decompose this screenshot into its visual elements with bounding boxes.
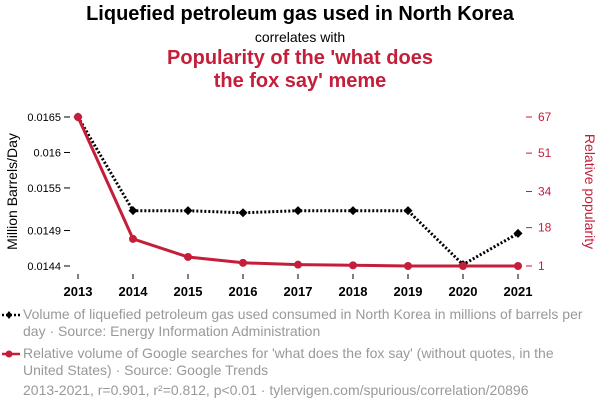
data-point-fox [129,234,137,243]
y-right-tick-label: 1 [538,259,545,273]
y-right-tick-label: 18 [538,221,552,235]
legend-item-fox: Relative volume of Google searches for '… [23,345,583,379]
x-tick-label: 2014 [119,284,149,299]
y-left-tick-label: 0.0155 [27,183,61,195]
data-point-fox [239,258,247,267]
data-point-fox [74,113,82,121]
x-tick-label: 2016 [229,284,258,299]
x-tick-label: 2013 [64,284,93,299]
y-right-tick-label: 34 [538,185,552,199]
series-line-fox [76,116,518,268]
data-point-lpg [293,206,303,216]
legend-diamond-icon [6,311,12,319]
y-left-tick-label: 0.0144 [27,261,61,273]
legend-text-lpg: Volume of liquefied petroleum gas used c… [23,306,583,339]
y-right-tick-label: 51 [538,146,552,160]
y-axis-label-left: Million Barrels/Day [4,133,20,250]
y-right-tick-label: 67 [538,110,552,124]
x-tick-label: 2018 [339,284,368,299]
x-tick-label: 2019 [394,284,423,299]
x-tick-label: 2015 [174,284,203,299]
legend-text-fox: Relative volume of Google searches for '… [23,345,554,378]
data-point-lpg [238,208,248,218]
data-point-lpg [128,206,138,216]
x-tick-label: 2017 [284,284,313,299]
x-tick-label: 2020 [449,284,478,299]
data-point-fox [404,262,412,270]
data-point-fox [184,252,192,261]
legend-markers [2,311,20,358]
data-point-fox [459,262,467,270]
data-point-fox [294,260,302,269]
chart-title-secondary: Popularity of the 'what does the fox say… [167,47,433,92]
chart-title-connector: correlates with [254,29,346,45]
y-left-tick-label: 0.0165 [27,112,61,124]
y-left-tick-label: 0.0149 [27,226,61,238]
x-tick-label: 2021 [504,284,533,299]
chart-title-primary: Liquefied petroleum gas used in North Ko… [86,3,514,25]
data-point-lpg [513,228,523,238]
legend-circle-icon [5,350,13,358]
footer-stats: 2013-2021, r=0.901, r²=0.812, p<0.01 · t… [23,382,529,398]
data-point-fox [349,261,357,270]
y-left-tick-label: 0.016 [33,147,61,159]
data-point-lpg [183,206,193,216]
legend-item-lpg: Volume of liquefied petroleum gas used c… [23,306,583,340]
data-point-lpg [348,206,358,216]
y-axis-label-right: Relative popularity [582,134,598,249]
data-point-fox [514,262,522,270]
data-point-lpg [403,206,413,216]
